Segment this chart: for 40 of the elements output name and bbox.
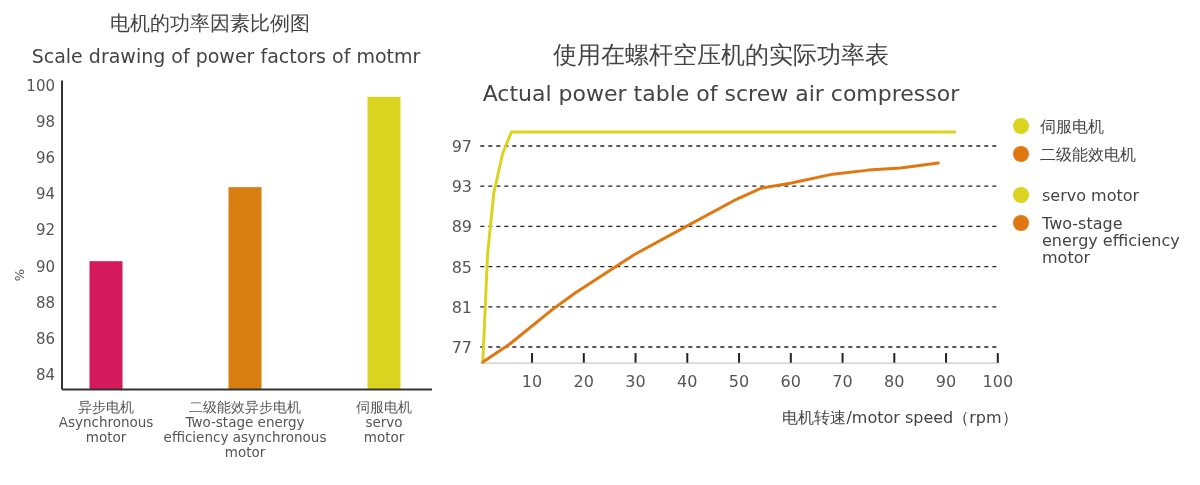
x-tick-label: 60: [780, 372, 801, 391]
y-axis-title: %: [12, 268, 27, 282]
x-tick-label: 50: [728, 372, 750, 391]
y-tick-label: 97: [451, 137, 472, 156]
y-tick-label: 90: [35, 257, 55, 276]
chart-subtitle: Actual power table of screw air compressor: [482, 81, 961, 106]
x-tick-label: 10: [521, 372, 543, 391]
y-tick-label: 94: [35, 185, 55, 204]
y-tick-label: 100: [26, 77, 55, 96]
x-tick-label: 90: [935, 372, 957, 391]
y-tick-label: 81: [451, 297, 472, 317]
y-tick-label: 84: [35, 365, 55, 384]
x-tick-label: 二级能效异步电机 Two-stage energy efficiency asynchronous motor: [163, 399, 327, 460]
chart-subtitle: Scale drawing of power factors of motmr: [31, 45, 421, 67]
chart-title: 电机的功率因素比例图: [110, 11, 310, 35]
x-tick-label: 70: [832, 372, 853, 391]
y-tick-label: 85: [451, 257, 472, 277]
text: Two-stage energy efficiency motor: [1041, 214, 1180, 267]
legend-label: 伺服电机: [1040, 117, 1104, 136]
chart-title: 使用在螺杆空压机的实际功率表: [553, 41, 889, 69]
x-tick-label: 20: [573, 372, 594, 391]
x-tick-label: 伺服电机 servo motor: [356, 399, 412, 445]
y-tick-label: 89: [451, 217, 472, 237]
y-tick-label: 93: [451, 177, 472, 197]
x-tick-label: 100: [982, 372, 1014, 391]
line-series: [481, 161, 940, 364]
line-series: [481, 130, 957, 363]
y-tick-label: 77: [451, 338, 472, 357]
y-tick-label: 96: [35, 149, 55, 168]
x-tick-label: 40: [677, 372, 698, 391]
text: servo motor: [1042, 186, 1140, 205]
x-tick-label: 80: [884, 372, 905, 391]
y-tick-label: 86: [35, 329, 55, 348]
x-tick-label: 30: [625, 372, 646, 391]
y-tick-label: 92: [35, 221, 55, 240]
y-tick-label: 88: [35, 293, 55, 312]
x-tick-label: 异步电机 Asynchronous motor: [58, 399, 154, 445]
legend-label: 二级能效电机: [1040, 145, 1136, 164]
x-axis-title: 电机转速/motor speed（rpm）: [782, 408, 1018, 427]
y-tick-label: 98: [35, 113, 55, 132]
